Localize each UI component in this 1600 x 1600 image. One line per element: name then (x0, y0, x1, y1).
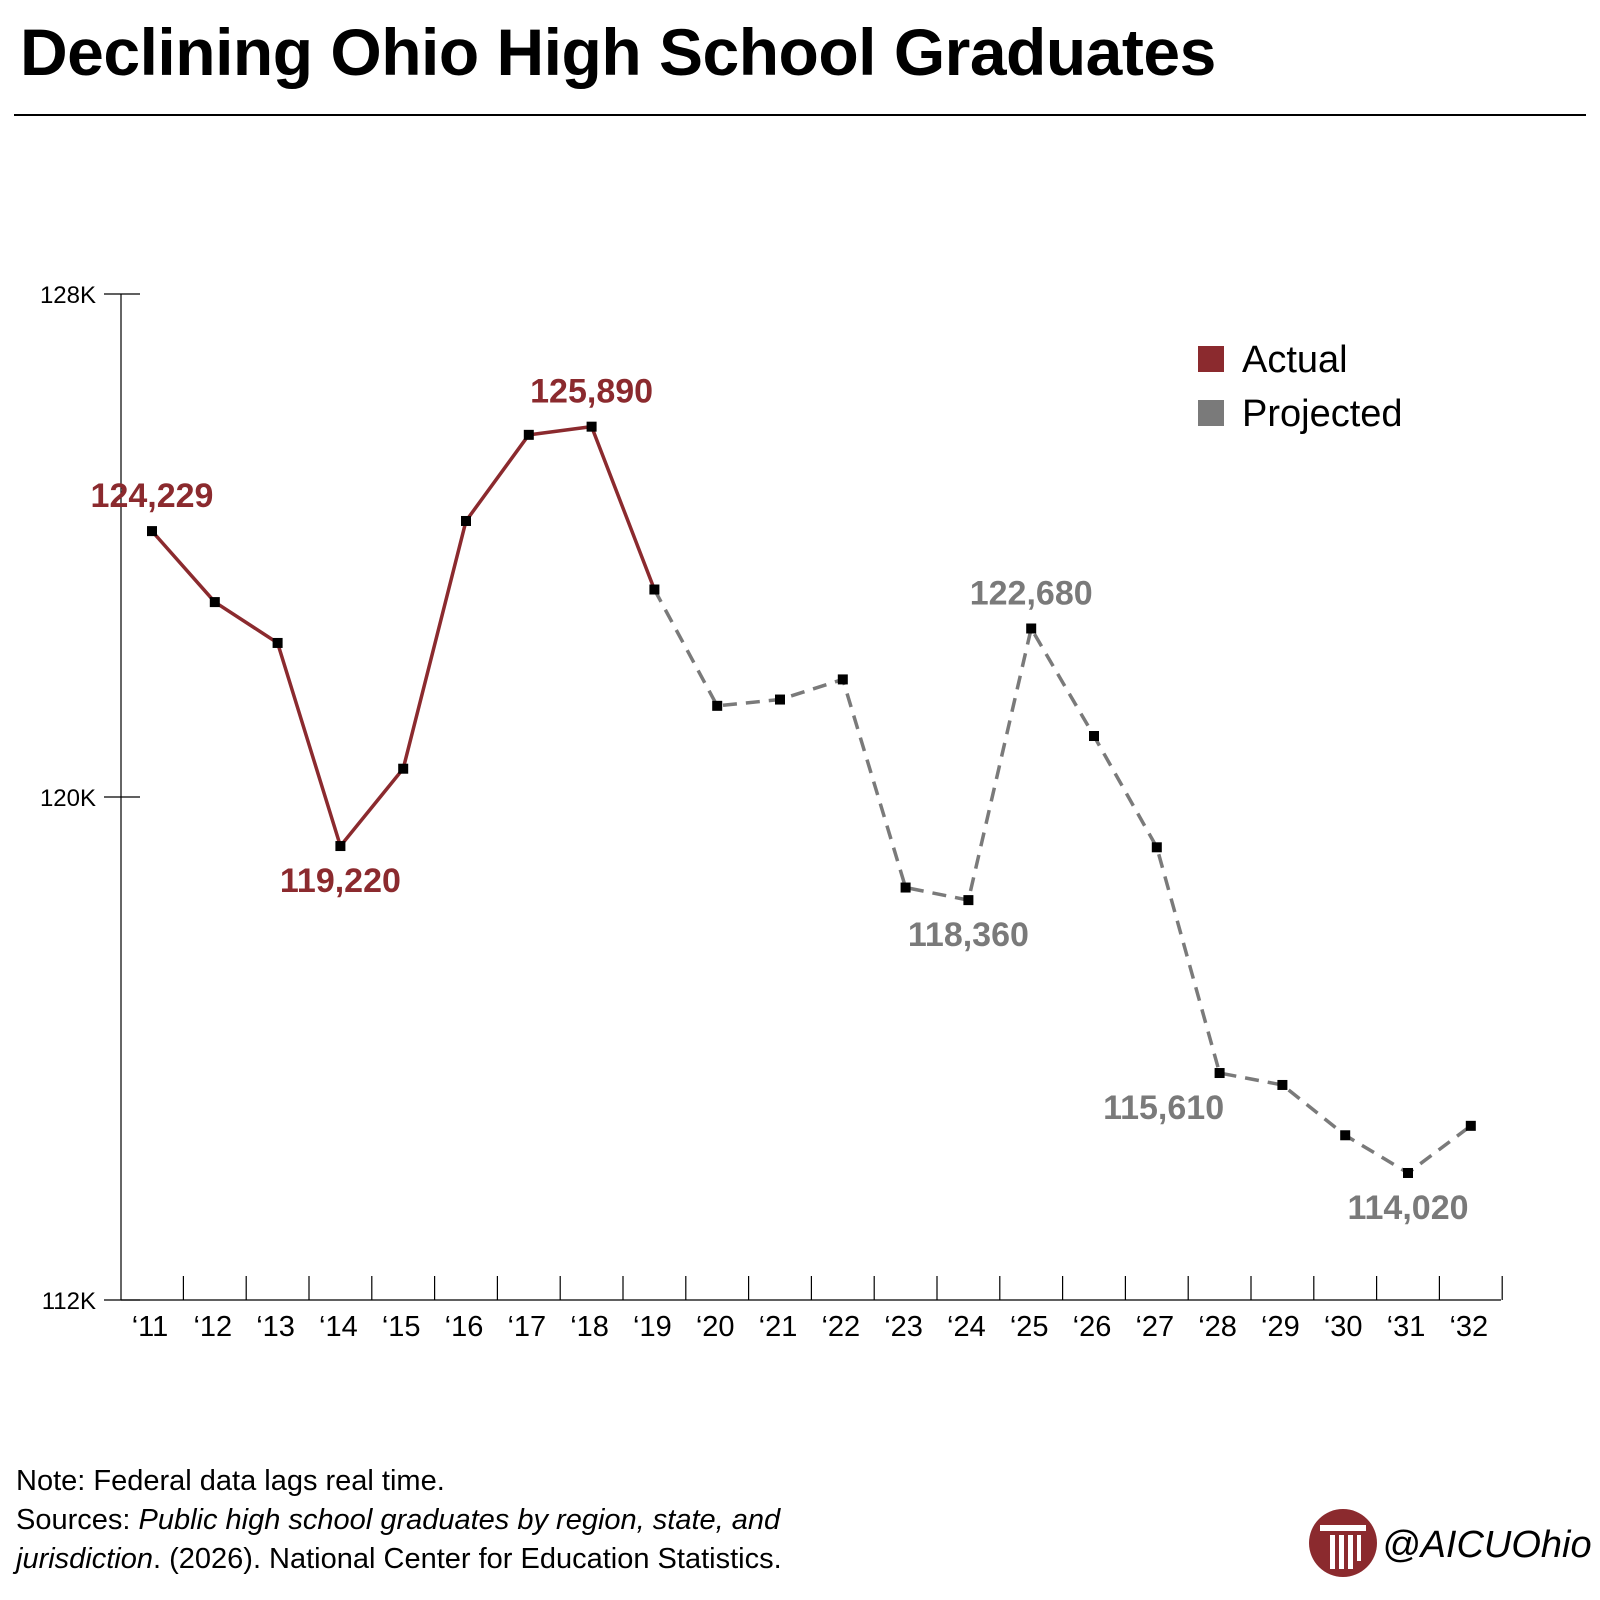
data-point (1214, 1068, 1225, 1079)
data-label: 125,890 (530, 373, 653, 411)
chart-legend: Actual Projected (1198, 339, 1403, 435)
data-point (398, 763, 409, 774)
x-tick-label: ‘18 (570, 1311, 609, 1343)
legend-swatch-actual (1198, 346, 1224, 372)
legend-swatch-projected (1198, 400, 1224, 426)
data-point (1277, 1079, 1288, 1090)
data-point (461, 515, 471, 526)
x-tick-label: ‘21 (759, 1311, 798, 1343)
data-point (586, 421, 597, 432)
data-point (649, 584, 660, 595)
data-point (1340, 1130, 1351, 1141)
data-point (1403, 1167, 1413, 1178)
chart-axes: 128K 120K 112K ‘11 ‘12 ‘13 ‘14 ‘15 ‘16 ‘17 ‘18 ‘19 ‘… (40, 282, 1503, 1343)
x-tick-label: ‘13 (256, 1311, 295, 1343)
x-tick-label: ‘23 (884, 1311, 923, 1343)
sources-title-part-1: Public high school graduates by region, … (138, 1504, 781, 1536)
title-divider (14, 114, 1586, 116)
x-tick-label: ‘25 (1010, 1311, 1049, 1343)
series-line-projected (652, 588, 1472, 1175)
legend-label-projected: Projected (1242, 393, 1403, 435)
x-tick-label: ‘29 (1261, 1311, 1300, 1343)
x-tick-label: ‘11 (132, 1311, 169, 1343)
x-tick-label: ‘31 (1387, 1311, 1426, 1343)
data-point (209, 597, 220, 608)
data-label: 124,229 (91, 477, 214, 515)
sources-line-1: Sources: Public high school graduates by… (16, 1501, 782, 1540)
x-tick-label: ‘22 (821, 1311, 860, 1343)
y-tick-label: 120K (40, 785, 96, 812)
x-tick-label: ‘30 (1324, 1311, 1363, 1343)
data-point (272, 637, 283, 648)
chart-markers (147, 421, 1476, 1178)
data-label: 122,680 (970, 574, 1093, 612)
x-tick-label: ‘24 (947, 1311, 986, 1343)
data-point (1026, 623, 1037, 634)
y-tick-label: 128K (40, 282, 96, 309)
data-point (1151, 842, 1162, 853)
data-label: 119,220 (280, 862, 401, 900)
chart-lines (150, 424, 1472, 1175)
sources-line-2: jurisdiction. (2026). National Center fo… (16, 1540, 782, 1579)
aicu-column-logo-icon (1309, 1509, 1377, 1577)
x-tick-label: ‘17 (507, 1311, 546, 1343)
note-text: Note: Federal data lags real time. (16, 1465, 445, 1497)
data-point (1465, 1120, 1476, 1131)
x-tick-label: ‘32 (1449, 1311, 1488, 1343)
legend-label-actual: Actual (1242, 339, 1348, 381)
data-point (147, 526, 157, 537)
series-line-actual (150, 424, 657, 848)
data-point (775, 694, 785, 705)
x-tick-label: ‘20 (696, 1311, 735, 1343)
data-point (523, 429, 534, 440)
data-label: 115,610 (1103, 1089, 1224, 1127)
data-point (712, 700, 723, 711)
x-tick-label: ‘27 (1135, 1311, 1174, 1343)
data-point (963, 895, 974, 906)
data-point (1089, 731, 1099, 742)
sources-citation: . (2026). National Center for Education … (153, 1543, 782, 1575)
data-label: 114,020 (1347, 1189, 1468, 1227)
x-tick-label: ‘19 (633, 1311, 672, 1343)
data-point (900, 882, 911, 893)
data-point (335, 841, 346, 852)
x-tick-label: ‘14 (319, 1311, 358, 1343)
x-tick-label: ‘15 (382, 1311, 421, 1343)
brand-handle: @AICUOhio (1382, 1524, 1592, 1566)
data-label: 118,360 (908, 916, 1029, 954)
line-chart: 128K 120K 112K ‘11 ‘12 ‘13 ‘14 ‘15 ‘16 ‘17 ‘18 ‘19 ‘… (40, 282, 1503, 1343)
x-tick-label: ‘16 (445, 1311, 484, 1343)
chart-data-labels: 124,229 119,220 125,890 118,360 122,680 115,6… (91, 373, 1469, 1227)
x-tick-label: ‘26 (1073, 1311, 1112, 1343)
x-tick-label: ‘12 (193, 1311, 232, 1343)
x-tick-label: ‘28 (1198, 1311, 1237, 1343)
sources-title-part-2: jurisdiction (16, 1543, 153, 1575)
sources-prefix: Sources: (16, 1504, 139, 1536)
y-tick-label: 112K (42, 1288, 96, 1315)
data-point (837, 674, 848, 685)
page-title: Declining Ohio High School Graduates (20, 15, 1216, 89)
footnote: Note: Federal data lags real time. Sourc… (16, 1462, 782, 1579)
